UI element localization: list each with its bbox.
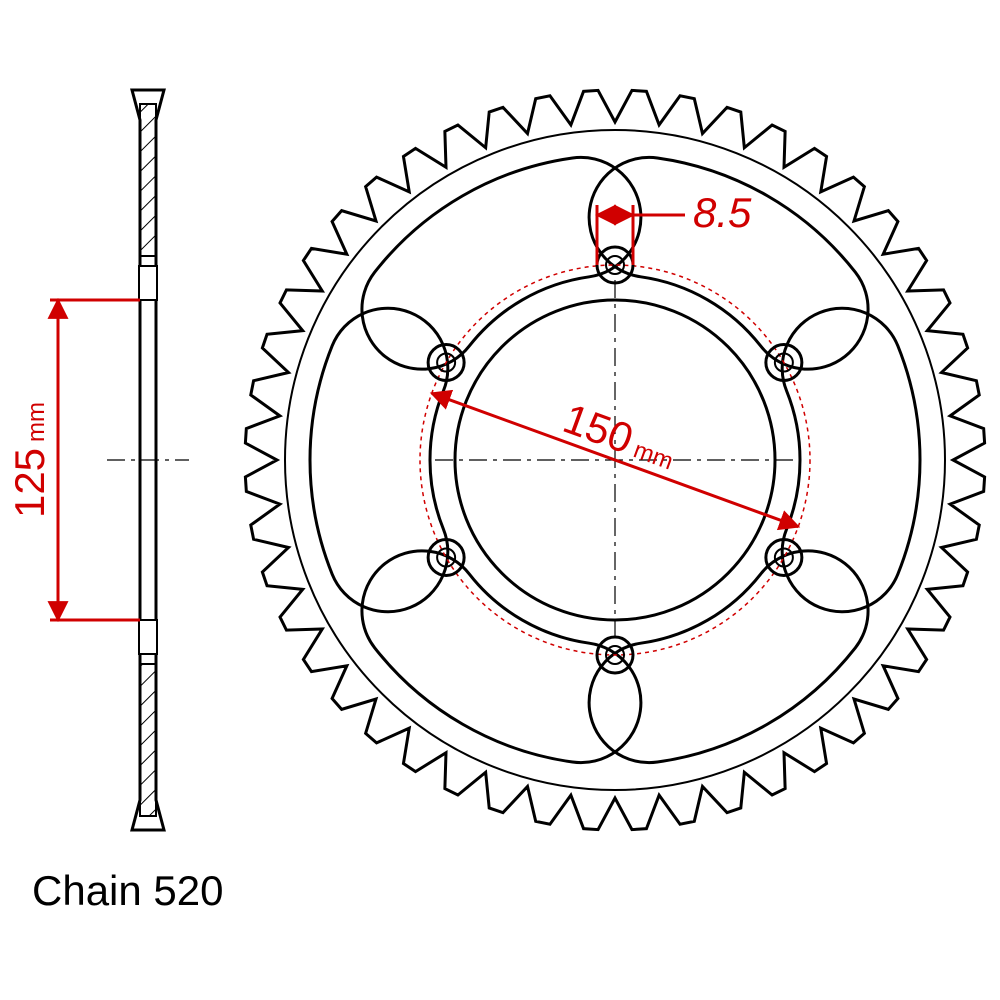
lightening-window [310,308,448,612]
lightening-window [782,308,920,612]
dim-bolt-hole-value: 8.5 [693,189,752,236]
sprocket-technical-drawing: 125mm 150mm 8.5 Chain 520 [0,0,1000,1000]
side-view: 125mm [6,90,189,830]
dim-bore-value: 125mm [6,402,53,518]
chain-label: Chain 520 [32,867,223,914]
dim-bolt-circle-value: 150mm [557,394,682,478]
front-view: 150mm 8.5 [245,90,984,829]
